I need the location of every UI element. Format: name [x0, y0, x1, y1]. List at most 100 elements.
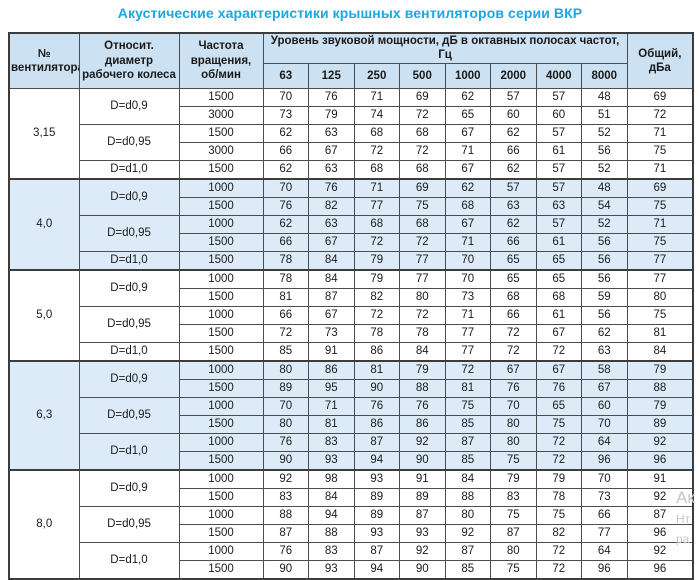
spl-value-cell: 65: [490, 268, 537, 289]
table-header: № вентилятора Относит. диаметр рабочего …: [8, 32, 694, 89]
table-row: 1500 72 73 78 78 77 72 67 62 81: [9, 323, 694, 343]
spl-value-cell: 96: [581, 559, 628, 580]
spl-value-cell: 63: [490, 196, 537, 216]
spl-value-cell: 70: [490, 396, 537, 416]
spl-value-cell: 90: [399, 450, 446, 471]
total-dba-cell: 71: [626, 123, 694, 143]
spl-value-cell: 71: [444, 305, 491, 325]
total-dba-cell: 87: [626, 505, 694, 525]
table-row: D=d1,0 1500 62 63 68 68 67 62 57 52 71: [9, 159, 694, 180]
total-dba-cell: 96: [626, 559, 694, 580]
spl-value-cell: 57: [490, 87, 537, 107]
spl-value-cell: 61: [535, 232, 582, 252]
spl-value-cell: 80: [490, 414, 537, 434]
spl-value-cell: 57: [535, 123, 582, 143]
spl-value-cell: 65: [535, 250, 582, 271]
acoustic-characteristics-table: № вентилятора Относит. диаметр рабочего …: [8, 32, 695, 580]
spl-value-cell: 72: [444, 359, 491, 380]
spl-value-cell: 87: [353, 432, 400, 452]
spl-value-cell: 62: [490, 159, 537, 180]
spl-value-cell: 54: [581, 196, 628, 216]
spl-value-cell: 80: [444, 505, 491, 525]
total-dba-cell: 75: [626, 305, 694, 325]
spl-value-cell: 78: [262, 250, 309, 271]
spl-value-cell: 76: [353, 396, 400, 416]
speed-cell: 1500: [178, 250, 264, 271]
total-dba-cell: 92: [626, 432, 694, 452]
spl-value-cell: 62: [581, 323, 628, 343]
spl-value-cell: 76: [262, 432, 309, 452]
col-header-diameter: Относит. диаметр рабочего колеса: [78, 32, 180, 89]
speed-cell: 1500: [178, 323, 264, 343]
diameter-cell: D=d0,95: [78, 123, 180, 161]
spl-value-cell: 66: [262, 141, 309, 161]
col-header-fan-number: № вентилятора: [8, 32, 80, 89]
speed-cell: 1500: [178, 487, 264, 507]
table-row: D=d1,0 1500 78 84 79 77 70 65 65 56 77: [9, 250, 694, 271]
fan-number-cell: 3,15: [8, 87, 80, 180]
speed-cell: 1500: [178, 196, 264, 216]
table-row: 1500 81 87 82 80 73 68 68 59 80: [9, 287, 694, 307]
table-row: 1500 89 95 90 88 81 76 76 67 88: [9, 378, 694, 398]
spl-value-cell: 88: [308, 523, 355, 543]
spl-value-cell: 62: [490, 214, 537, 234]
spl-value-cell: 76: [399, 396, 446, 416]
table-row: D=d1,0 1000 76 83 87 92 87 80 72 64 92: [9, 432, 694, 471]
diameter-cell: D=d0,95: [78, 505, 180, 543]
total-dba-cell: 77: [626, 268, 694, 289]
spl-value-cell: 60: [490, 105, 537, 125]
spl-value-cell: 76: [490, 378, 537, 398]
speed-cell: 1000: [178, 359, 264, 380]
spl-value-cell: 62: [444, 87, 491, 107]
spl-value-cell: 70: [262, 87, 309, 107]
spl-value-cell: 80: [490, 432, 537, 452]
table-row: 3000 66 67 72 72 71 66 61 56 75: [9, 141, 694, 161]
spl-value-cell: 82: [535, 523, 582, 543]
spl-value-cell: 63: [308, 214, 355, 234]
spl-value-cell: 72: [535, 541, 582, 561]
page-title: Акустические характеристики крышных вент…: [117, 5, 583, 21]
spl-value-cell: 73: [581, 487, 628, 507]
total-dba-cell: 69: [626, 177, 694, 198]
spl-value-cell: 75: [444, 396, 491, 416]
spl-value-cell: 63: [308, 159, 355, 180]
speed-cell: 1000: [178, 468, 264, 489]
table-row: D=d0,95 1000 70 71 76 76 75 70 65 60 79: [9, 396, 694, 434]
spl-value-cell: 60: [581, 396, 628, 416]
total-dba-cell: 77: [626, 250, 694, 271]
spl-value-cell: 67: [444, 123, 491, 143]
table-row: D=d0,95 1000 88 94 89 87 80 75 75 66 87: [9, 505, 694, 543]
spl-value-cell: 79: [399, 359, 446, 380]
diameter-cell: D=d1,0: [78, 250, 180, 271]
spl-value-cell: 90: [399, 559, 446, 580]
spl-value-cell: 60: [535, 105, 582, 125]
diameter-cell: D=d1,0: [78, 341, 180, 362]
diameter-cell: D=d0,9: [78, 468, 180, 507]
spl-value-cell: 62: [444, 177, 491, 198]
spl-value-cell: 72: [399, 141, 446, 161]
speed-cell: 1000: [178, 268, 264, 289]
spl-value-cell: 71: [353, 177, 400, 198]
spl-value-cell: 93: [353, 523, 400, 543]
spl-value-cell: 89: [353, 487, 400, 507]
spl-value-cell: 56: [581, 268, 628, 289]
spl-value-cell: 91: [399, 468, 446, 489]
spl-value-cell: 66: [490, 305, 537, 325]
spl-value-cell: 90: [262, 559, 309, 580]
spl-value-cell: 78: [353, 323, 400, 343]
spl-value-cell: 62: [490, 123, 537, 143]
spl-value-cell: 52: [581, 123, 628, 143]
spl-value-cell: 66: [490, 232, 537, 252]
col-header-sound-power-group: Уровень звуковой мощности, дБ в октавных…: [262, 32, 628, 64]
spl-value-cell: 75: [535, 505, 582, 525]
spl-value-cell: 72: [490, 341, 537, 362]
speed-cell: 1500: [178, 159, 264, 180]
spl-value-cell: 87: [353, 541, 400, 561]
spl-value-cell: 87: [444, 432, 491, 452]
spl-value-cell: 77: [353, 196, 400, 216]
spl-value-cell: 65: [535, 268, 582, 289]
total-dba-cell: 88: [626, 378, 694, 398]
spl-value-cell: 67: [308, 141, 355, 161]
spl-value-cell: 81: [262, 287, 309, 307]
fan-number-cell: 8,0: [8, 468, 80, 580]
